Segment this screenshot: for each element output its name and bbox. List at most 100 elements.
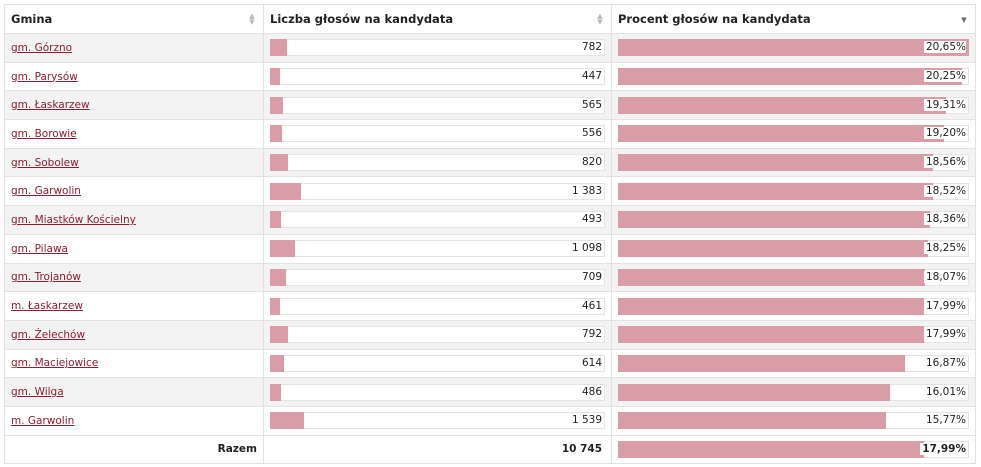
gmina-link[interactable]: gm. Łaskarzew [11,99,90,112]
percent-value: 18,07% [923,270,966,283]
gmina-link[interactable]: gm. Żelechów [11,328,86,341]
votes-bar [270,154,289,172]
votes-cell: 565 [263,90,612,121]
bar-track [270,96,605,114]
header-row: Gmina ▲ ▼ Liczba głosów na kandydata ▲ ▼ P… [4,4,976,34]
bar-track [270,354,605,372]
votes-cell: 461 [263,291,612,321]
sort-updown-icon[interactable]: ▲ ▼ [249,12,255,26]
percent-cell: 16,01% [611,377,976,407]
table-row: gm. Żelechów 792 17,99% [4,319,976,350]
votes-bar [270,297,281,315]
votes-cell: 782 [263,33,612,63]
header-gmina-label: Gmina [11,12,53,26]
bar-track [270,182,605,200]
header-gmina[interactable]: Gmina ▲ ▼ [4,4,264,34]
gmina-cell: gm. Maciejowice [4,348,264,379]
table-row: gm. Miastków Kościelny 493 18,36% [4,205,976,235]
percent-cell: 17,99% [611,319,976,350]
total-percent-cell: 17,99% [611,434,976,465]
total-votes-cell: 10 745 [263,434,612,465]
gmina-link[interactable]: gm. Parysów [11,70,78,83]
percent-bar [618,96,947,114]
percent-cell: 20,25% [611,61,976,92]
header-votes[interactable]: Liczba głosów na kandydata ▲ ▼ [263,4,612,34]
gmina-cell: gm. Górzno [4,33,264,63]
gmina-link[interactable]: gm. Miastków Kościelny [11,213,136,226]
gmina-link[interactable]: gm. Wilga [11,386,64,399]
votes-value: 565 [579,98,602,111]
percent-bar [618,182,933,200]
percent-cell: 15,77% [611,405,976,436]
gmina-cell: gm. Garwolin [4,176,264,207]
percent-bar [618,354,905,372]
gmina-cell: gm. Wilga [4,377,264,407]
percent-value: 16,87% [923,356,966,369]
gmina-cell: m. Łaskarzew [4,291,264,321]
gmina-link[interactable]: gm. Maciejowice [11,357,99,370]
votes-cell: 447 [263,61,612,92]
total-label: Razem [4,434,264,465]
votes-value: 447 [579,70,602,83]
gmina-cell: gm. Parysów [4,61,264,92]
gmina-cell: gm. Żelechów [4,319,264,350]
votes-value: 782 [579,41,602,54]
gmina-cell: gm. Borowie [4,119,264,149]
percent-bar [618,412,887,430]
percent-cell: 18,36% [611,205,976,235]
header-percent[interactable]: Procent głosów na kandydata ▼ [611,4,976,34]
votes-value: 1 539 [569,414,602,427]
votes-bar [270,68,280,86]
gmina-cell: gm. Miastków Kościelny [4,205,264,235]
gmina-link[interactable]: gm. Pilawa [11,242,68,255]
gmina-link[interactable]: gm. Borowie [11,127,77,140]
gmina-link[interactable]: gm. Garwolin [11,185,81,198]
votes-value: 792 [579,328,602,341]
total-row: Razem 10 745 17,99% [4,434,976,465]
table-row: gm. Górzno 782 20,65% [4,33,976,63]
gmina-cell: m. Garwolin [4,405,264,436]
votes-bar [270,354,284,372]
gmina-link[interactable]: gm. Sobolew [11,156,79,169]
bar-track [270,297,605,315]
gmina-link[interactable]: gm. Trojanów [11,271,81,284]
table-row: m. Garwolin 1 539 15,77% [4,405,976,436]
sort-down-icon[interactable]: ▼ [961,16,967,24]
table-row: gm. Maciejowice 614 16,87% [4,348,976,379]
bar-track [270,68,605,86]
results-table-container: Gmina ▲ ▼ Liczba głosów na kandydata ▲ ▼ P… [4,4,976,465]
gmina-link[interactable]: m. Garwolin [11,414,75,427]
votes-cell: 1 539 [263,405,612,436]
total-percent-value: 17,99% [920,442,966,455]
results-table: Gmina ▲ ▼ Liczba głosów na kandydata ▲ ▼ P… [4,4,976,465]
gmina-cell: gm. Pilawa [4,233,264,264]
votes-value: 493 [579,213,602,226]
percent-bar [618,154,934,172]
table-row: gm. Pilawa 1 098 18,25% [4,233,976,264]
percent-bar [618,39,969,57]
table-row: gm. Parysów 447 20,25% [4,61,976,92]
bar-track [270,211,605,229]
table-row: gm. Sobolew 820 18,56% [4,147,976,178]
sort-updown-icon[interactable]: ▲ ▼ [597,12,603,26]
votes-value: 820 [579,156,602,169]
gmina-link[interactable]: gm. Górzno [11,41,73,54]
votes-cell: 486 [263,377,612,407]
percent-value: 16,01% [923,385,966,398]
percent-bar [618,297,924,315]
percent-bar [618,326,924,344]
votes-cell: 709 [263,262,612,293]
percent-value: 18,56% [923,156,966,169]
percent-bar [618,268,926,286]
percent-value: 20,65% [923,41,966,54]
votes-bar [270,182,301,200]
bar-track [270,240,605,258]
votes-bar [270,326,288,344]
percent-cell: 17,99% [611,291,976,321]
percent-cell: 19,20% [611,119,976,149]
percent-value: 19,31% [923,98,966,111]
gmina-link[interactable]: m. Łaskarzew [11,300,83,313]
votes-cell: 556 [263,119,612,149]
votes-value: 1 098 [569,242,602,255]
percent-bar [618,211,931,229]
